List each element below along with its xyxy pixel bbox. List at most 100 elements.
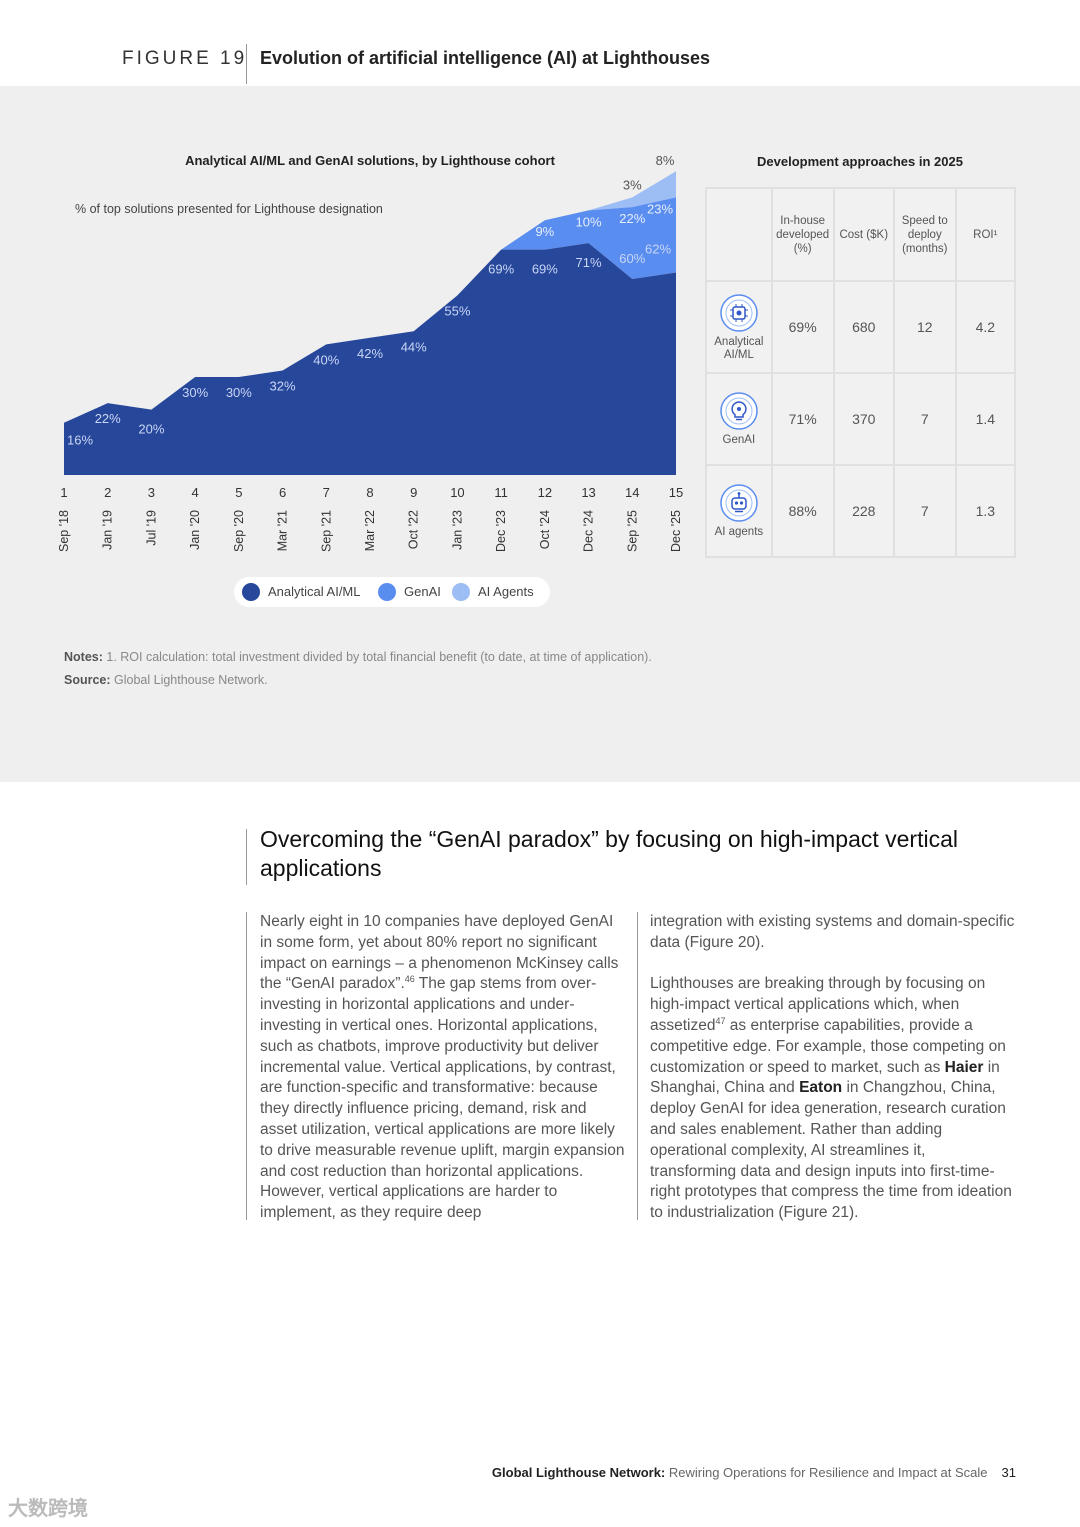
figure-header: FIGURE 19 Evolution of artificial intell… [0,0,1080,86]
cell-inhouse: 71% [770,372,835,466]
x-tick-date: Mar '21 [276,510,290,551]
cell-cost: 370 [832,372,895,466]
company-name: Eaton [799,1079,843,1097]
footnote-ref[interactable]: 46 [404,974,415,985]
text-run: Lighthouses are breaking through by focu… [650,975,986,1034]
table-title: Development approaches in 2025 [757,154,963,169]
text-run: in Changzhou, China, deploy GenAI for id… [650,1079,1012,1222]
section-title-bar [246,829,247,885]
legend-swatch-analytical [242,583,260,601]
cell-roi: 1.4 [954,372,1017,466]
analytics-chip-icon [720,293,758,332]
table-header-row: In-house developed (%) Cost ($K) Speed t… [705,187,1017,282]
x-tick-cohort: 13 [581,485,595,500]
row-label-cell: AI agents [705,464,773,558]
page-footer: Global Lighthouse Network: Rewiring Oper… [300,1465,1016,1480]
table-corner-cell [705,187,773,282]
data-label-analytical: 55% [444,303,470,318]
development-approaches-table: In-house developed (%) Cost ($K) Speed t… [705,187,1017,558]
x-tick-date: Jul '19 [144,510,158,546]
data-label-genai: 9% [535,224,554,239]
text-run: as enterprise capabilities, provide a co… [650,1016,1006,1076]
row-label-cell: Analytical AI/ML [705,280,773,374]
figure-number: FIGURE 19 [122,48,248,69]
cell-speed: 7 [892,464,957,558]
data-label-genai: 10% [576,214,602,229]
column-divider-left [246,912,247,1220]
legend-label: Analytical AI/ML [268,584,361,599]
footnote-ref[interactable]: 47 [715,1015,726,1026]
data-label-analytical: 20% [138,422,164,437]
legend-label: GenAI [404,584,441,599]
cell-inhouse: 88% [770,464,835,558]
x-tick-date: Sep '21 [319,510,333,552]
chart-legend: Analytical AI/ML GenAI AI Agents [234,577,550,607]
data-label-analytical: 71% [576,255,602,270]
robot-agent-icon [720,484,758,522]
x-tick-cohort: 14 [625,485,639,500]
row-label: AI agents [714,526,764,538]
chart-source: Source: Global Lighthouse Network. [64,673,268,687]
data-label-analytical: 44% [401,339,427,354]
source-text: Global Lighthouse Network. [110,673,268,687]
data-label-analytical: 60% [619,251,645,266]
watermark-logo: 大数跨境 [8,1492,88,1521]
article-column-right: integration with existing systems and do… [650,912,1015,1245]
data-label-analytical: 30% [182,385,208,400]
x-tick-date: Sep '20 [232,510,246,552]
x-tick-cohort: 4 [192,485,199,500]
data-label-analytical: 22% [95,411,121,426]
x-tick-date: Sep '18 [57,510,71,552]
x-tick-cohort: 5 [235,485,242,500]
data-label-analytical: 69% [532,262,558,277]
cell-speed: 7 [892,372,957,466]
x-tick-cohort: 7 [323,485,330,500]
table-row: Analytical AI/ML 69% 680 12 4.2 [705,280,1017,374]
data-label-ai-agents: 3% [623,177,642,192]
legend-swatch-genai [378,583,396,601]
data-label-analytical: 30% [226,385,252,400]
text-run: Nearly eight in 10 companies have deploy… [260,913,619,993]
cell-cost: 228 [832,464,895,558]
row-label: GenAI [722,434,756,446]
section-title: Overcoming the “GenAI paradox” by focusi… [260,826,958,881]
source-label: Source: [64,673,111,687]
x-tick-cohort: 10 [450,485,464,500]
legend-label: AI Agents [478,584,534,599]
x-tick-cohort: 15 [669,485,683,500]
cell-inhouse: 69% [770,280,835,374]
paragraph: integration with existing systems and do… [650,913,1015,951]
company-name: Haier [944,1058,984,1076]
genai-bulb-icon [720,392,758,430]
x-tick-cohort: 2 [104,485,111,500]
data-label-analytical: 32% [270,378,296,393]
table-row: AI agents 88% 228 7 1.3 [705,464,1017,558]
header-inhouse: In-house developed (%) [770,187,835,282]
x-tick-date: Dec '23 [494,510,508,552]
data-label-analytical: 42% [357,346,383,361]
x-tick-date: Oct '22 [407,510,421,549]
x-tick-cohort: 3 [148,485,155,500]
page-number: 31 [1001,1465,1016,1480]
data-label-analytical: 40% [313,352,339,367]
x-tick-date: Sep '25 [625,510,639,552]
data-label-analytical: 16% [67,433,93,448]
header-roi: ROI¹ [954,187,1017,282]
table-row: GenAI 71% 370 7 1.4 [705,372,1017,466]
article-column-left: Nearly eight in 10 companies have deploy… [260,912,625,1245]
cell-roi: 4.2 [954,280,1017,374]
x-tick-date: Jan '19 [101,510,115,550]
data-label-analytical: 62% [645,241,671,256]
header-cost: Cost ($K) [832,187,895,282]
x-tick-date: Oct '24 [538,510,552,549]
data-label-genai: 23% [647,201,673,216]
area-analytical [64,243,676,475]
chart-title: Analytical AI/ML and GenAI solutions, by… [185,153,555,168]
chart-notes: Notes: 1. ROI calculation: total investm… [64,650,652,664]
notes-text: 1. ROI calculation: total investment div… [102,650,652,664]
cell-cost: 680 [832,280,895,374]
row-label: Analytical AI/ML [714,335,764,361]
x-tick-date: Jan '20 [188,510,202,550]
cell-roi: 1.3 [954,464,1017,558]
x-tick-date: Dec '24 [582,510,596,552]
